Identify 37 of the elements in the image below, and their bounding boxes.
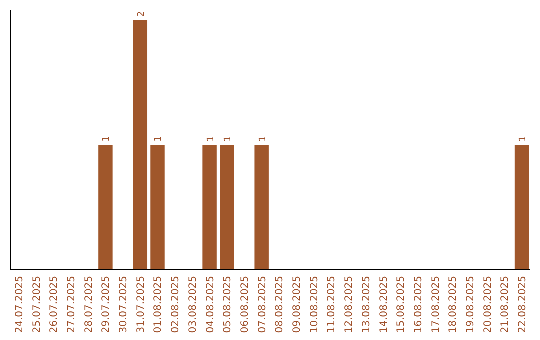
x-tick-label: 05.08.2025 bbox=[222, 276, 234, 334]
x-tick-label: 18.08.2025 bbox=[448, 276, 460, 334]
x-tick-label: 21.08.2025 bbox=[500, 276, 512, 334]
x-tick-label: 28.07.2025 bbox=[84, 276, 95, 334]
x-tick-label: 17.08.2025 bbox=[430, 276, 442, 334]
x-tick-label: 10.08.2025 bbox=[309, 276, 320, 334]
x-tick-label: 14.08.2025 bbox=[378, 276, 390, 334]
x-tick-label: 16.08.2025 bbox=[413, 276, 424, 334]
data-label: 1 bbox=[224, 136, 234, 142]
x-tick-label: 31.07.2025 bbox=[136, 276, 147, 334]
x-tick-label: 30.07.2025 bbox=[118, 276, 130, 334]
x-tick-label: 04.08.2025 bbox=[205, 276, 216, 334]
x-tick-label: 01.08.2025 bbox=[153, 276, 164, 334]
x-tick-label: 08.08.2025 bbox=[274, 276, 286, 334]
x-tick-label: 07.08.2025 bbox=[257, 276, 268, 334]
x-tick-label: 11.08.2025 bbox=[326, 276, 338, 334]
data-label: 1 bbox=[518, 136, 529, 142]
x-tick-label: 29.07.2025 bbox=[101, 276, 112, 334]
x-tick-label: 25.07.2025 bbox=[32, 276, 43, 334]
data-label: 1 bbox=[206, 136, 216, 142]
x-tick-label: 06.08.2025 bbox=[240, 276, 251, 334]
x-tick-label: 27.07.2025 bbox=[66, 276, 78, 334]
data-label: 1 bbox=[154, 136, 164, 142]
x-tick-label: 03.08.2025 bbox=[188, 276, 199, 334]
data-label: 2 bbox=[136, 11, 147, 17]
data-label: 1 bbox=[258, 136, 268, 142]
x-tick-label: 20.08.2025 bbox=[482, 276, 494, 334]
x-tick-label: 15.08.2025 bbox=[396, 276, 408, 334]
x-tick-label: 12.08.2025 bbox=[344, 276, 356, 334]
data-label: 1 bbox=[102, 136, 112, 142]
x-tick-label: 09.08.2025 bbox=[292, 276, 304, 334]
x-tick-label: 02.08.2025 bbox=[170, 276, 182, 334]
x-tick-label: 13.08.2025 bbox=[361, 276, 372, 334]
x-tick-label: 22.08.2025 bbox=[518, 276, 529, 334]
x-tick-label: 24.07.2025 bbox=[14, 276, 26, 334]
x-tick-label: 19.08.2025 bbox=[465, 276, 476, 334]
x-tick-label: 26.07.2025 bbox=[49, 276, 60, 334]
